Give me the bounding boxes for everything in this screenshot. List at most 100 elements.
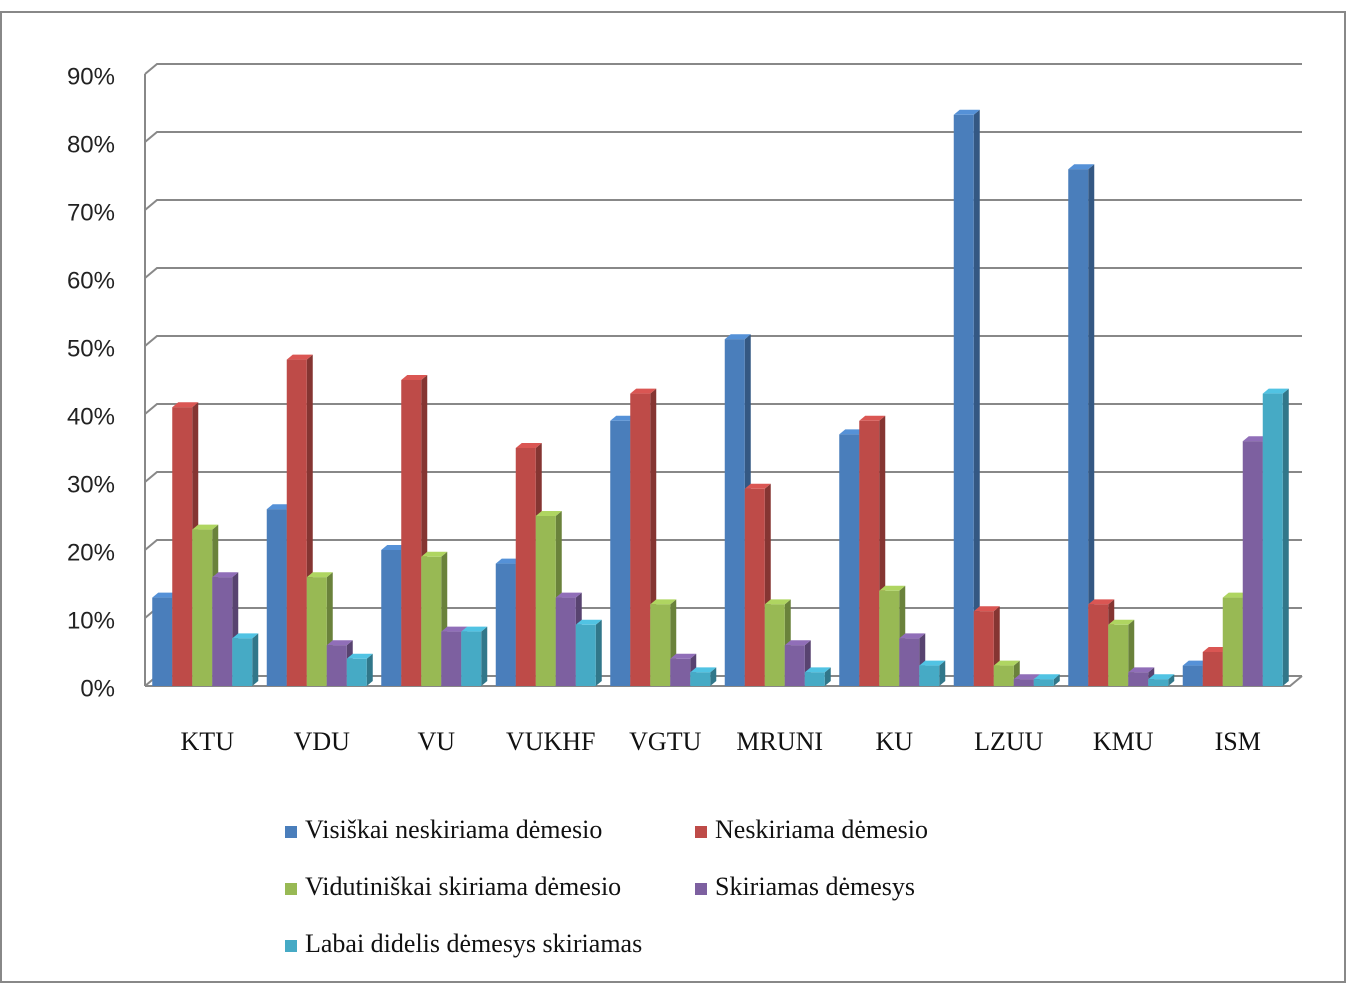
bar [1202,652,1223,686]
bar-top [630,388,657,394]
bar [286,359,307,686]
bar-top [973,606,1000,612]
bar [575,624,596,686]
bar-top [690,667,717,673]
bar-top [495,558,522,564]
bar [899,638,920,686]
bar [1262,393,1283,686]
bar-top [744,483,771,489]
bar-top [650,599,677,605]
bar [232,638,253,686]
bar-top [1242,436,1269,442]
bar-top [1182,660,1209,666]
bar-top [212,572,239,578]
bar-top [670,653,697,659]
bar-top [575,619,602,625]
bar [953,114,974,687]
bar-top [1222,592,1249,598]
bar [690,672,711,686]
bar-side [710,667,717,686]
bar [919,665,940,686]
bar-top [306,572,333,578]
bar-top [515,443,542,448]
bar-top [724,334,751,340]
bar [859,420,880,686]
bar-top [1108,619,1135,625]
bar [744,488,765,686]
bar-top [326,640,353,646]
bar-top [1033,674,1060,680]
bar-top [784,640,811,646]
bar-top [804,667,831,673]
legend-swatch [285,883,297,895]
bar [192,529,213,686]
bar-top [1068,164,1095,170]
bar-side [252,633,259,686]
bar-top [401,375,428,380]
x-tick-label: VU [417,727,455,756]
legend-label: Vidutiniškai skiriama dėmesio [305,872,621,901]
bar [266,509,287,686]
y-tick-label: 60% [67,267,115,294]
grid-line [144,403,1302,415]
bar [1182,665,1203,686]
bar [670,658,691,686]
x-tick-label: VUKHF [506,727,596,756]
y-tick-label: 10% [67,607,115,634]
bar-side [1088,164,1095,686]
y-tick-label: 50% [67,335,115,362]
bar-side [1053,674,1060,686]
grid-line [144,199,1302,211]
bar-top [441,626,468,632]
grid-line [144,539,1302,551]
bar [1068,169,1089,686]
bar-side [366,653,373,686]
bar-top [1088,599,1115,605]
bar-side [481,626,488,686]
bar [326,645,347,686]
x-tick-label: LZUU [974,727,1044,756]
bar-top [421,551,448,557]
bar [421,556,442,686]
bar-top [1202,647,1229,652]
legend-label: Visiškai neskiriama dėmesio [305,815,602,844]
bar-top [192,524,219,530]
bar [1013,679,1034,686]
y-tick-label: 30% [67,471,115,498]
bar [381,550,402,686]
bar-top [266,504,293,510]
bar [401,380,422,686]
bar [152,597,173,686]
bar [724,339,745,686]
grid-line [144,335,1302,347]
bar-top [381,545,408,550]
bar [1222,597,1243,686]
x-tick-label: ISM [1215,727,1261,756]
bar [1088,604,1109,686]
x-tick-label: KMU [1093,727,1154,756]
bar [535,516,556,686]
bar [495,563,516,686]
bar-top [535,511,562,516]
bar-top [919,660,946,666]
bar [610,420,631,686]
bar-top [172,402,199,408]
bar-side [1168,674,1175,686]
bar-side [1282,388,1289,686]
x-tick-label: KTU [181,727,235,756]
bar [630,393,651,686]
bar [1108,624,1129,686]
bar-side [824,667,831,686]
bar [306,577,327,686]
bar-top [839,429,866,435]
bar-top [232,633,259,639]
bar [973,611,994,686]
bar-top [859,415,886,421]
bar-top [953,109,980,115]
bar-top [993,660,1020,666]
legend-swatch [695,883,707,895]
y-tick-label: 90% [67,63,115,90]
bar-top [899,633,926,639]
